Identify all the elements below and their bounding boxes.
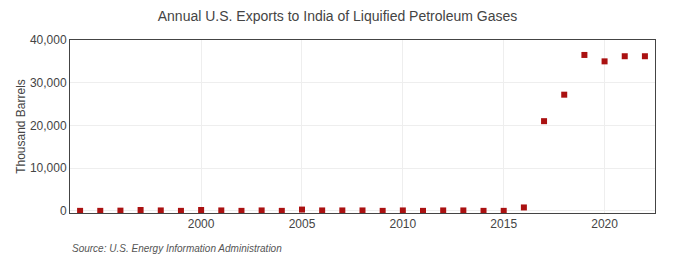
svg-text:30,000: 30,000	[30, 76, 67, 90]
svg-text:2005: 2005	[289, 217, 316, 231]
svg-text:Annual U.S. Exports to India o: Annual U.S. Exports to India of Liquifie…	[158, 8, 518, 24]
svg-text:40,000: 40,000	[30, 33, 67, 47]
svg-text:2015: 2015	[490, 217, 517, 231]
svg-text:20,000: 20,000	[30, 119, 67, 133]
svg-text:2020: 2020	[591, 217, 618, 231]
svg-text:0: 0	[60, 204, 67, 218]
svg-text:Thousand Barrels: Thousand Barrels	[14, 79, 28, 174]
svg-text:10,000: 10,000	[30, 161, 67, 175]
svg-text:Source: U.S. Energy Informatio: Source: U.S. Energy Information Administ…	[72, 243, 282, 254]
svg-text:2010: 2010	[389, 217, 416, 231]
svg-text:2000: 2000	[188, 217, 215, 231]
